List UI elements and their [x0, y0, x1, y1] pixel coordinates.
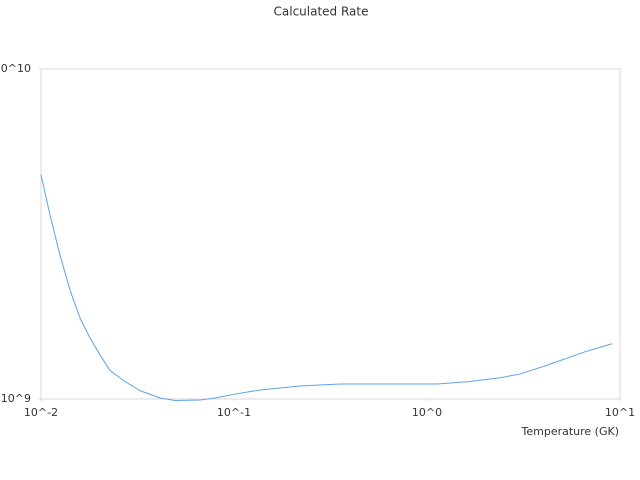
x-axis-label: Temperature (GK)	[521, 425, 620, 438]
y-tick-label: 10^10	[0, 62, 31, 75]
plot-frame	[40, 68, 621, 400]
x-tick-label: 10^0	[412, 406, 442, 419]
data-line	[40, 174, 613, 401]
x-tick-label: 10^-1	[217, 406, 251, 419]
y-tick-label: 10^9	[1, 392, 31, 405]
x-tick-label: 10^-2	[24, 406, 58, 419]
chart-title: Calculated Rate	[274, 5, 369, 19]
x-tick-label: 10^1	[605, 406, 635, 419]
